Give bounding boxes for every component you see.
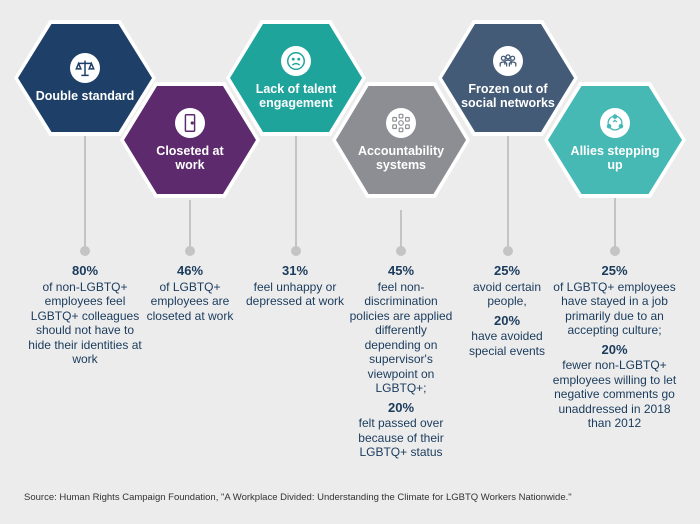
stat-value-secondary: 20% [601, 341, 628, 357]
stat-text: avoid certain people, [472, 279, 542, 309]
stat-value-secondary: 20% [387, 399, 415, 415]
stat-value: 46% [176, 263, 204, 278]
stat-value-secondary: 20% [493, 312, 521, 328]
hexagon-frozen-out-of-social-networks: Frozen out of social networks [438, 20, 578, 136]
stat-text: feel unhappy or depressed at work [245, 279, 345, 309]
stat-text-secondary: felt passed over because of their LGBTQ+… [358, 416, 444, 459]
dot-4 [396, 246, 406, 256]
stat-value: 25% [493, 263, 521, 278]
stem-2 [189, 200, 191, 248]
dot-1 [80, 246, 90, 256]
stat-text: of LGBTQ+ employees are closeted at work [146, 279, 234, 323]
stat-value: 45% [387, 263, 415, 278]
hexagon-title: Lack of talent engagement [255, 82, 337, 110]
stem-1 [84, 120, 86, 248]
stat-text-secondary: have avoided special events [468, 329, 546, 358]
hexagon-double-standard: Double standard [14, 20, 156, 136]
dot-2 [185, 246, 195, 256]
dot-3 [291, 246, 301, 256]
source-citation: Source: Human Rights Campaign Foundation… [24, 492, 572, 503]
stat-value: 25% [601, 263, 628, 278]
stat-value: 80% [71, 263, 99, 278]
dot-6 [610, 246, 620, 256]
frown-face-icon [281, 46, 311, 76]
stat-block-lack-of-talent-engagement: 31% feel unhappy or depressed at work [235, 263, 355, 309]
stat-text: feel non-discrimination policies are app… [349, 279, 453, 396]
stat-block-double-standard: 80% of non-LGBTQ+ employees feel LGBTQ+ … [25, 263, 145, 367]
stem-4 [400, 210, 402, 248]
people-group-icon [493, 46, 523, 76]
hexagon-title: Double standard [35, 89, 135, 103]
hexagon-title: Frozen out of social networks [461, 82, 555, 110]
stat-text: of non-LGBTQ+ employees feel LGBTQ+ coll… [28, 279, 142, 367]
hexagon-allies-stepping-up: Allies stepping up [544, 82, 686, 198]
policy-circle-icon [386, 108, 416, 138]
stat-text: of LGBTQ+ employees have stayed in a job… [553, 279, 676, 338]
hexagon-title: Accountability systems [357, 144, 445, 172]
hexagon-title: Closeted at work [156, 144, 224, 172]
stat-block-allies-stepping-up: 25% of LGBTQ+ employees have stayed in a… [552, 263, 677, 431]
closet-door-icon [175, 108, 205, 138]
scales-icon [70, 53, 100, 83]
stat-block-frozen-out-of-social-networks: 25% avoid certain people, 20% have avoid… [457, 263, 557, 358]
stat-text-secondary: fewer non-LGBTQ+ employees willing to le… [552, 358, 677, 430]
stat-block-accountability-systems: 45% feel non-discrimination policies are… [346, 263, 456, 460]
allies-network-icon [600, 108, 630, 138]
stat-value: 31% [281, 263, 309, 278]
stem-3 [295, 135, 297, 248]
stem-6 [614, 190, 616, 248]
stat-block-closeted-at-work: 46% of LGBTQ+ employees are closeted at … [140, 263, 240, 323]
dot-5 [503, 246, 513, 256]
stem-5 [507, 135, 509, 248]
hexagon-title: Allies stepping up [570, 144, 660, 172]
